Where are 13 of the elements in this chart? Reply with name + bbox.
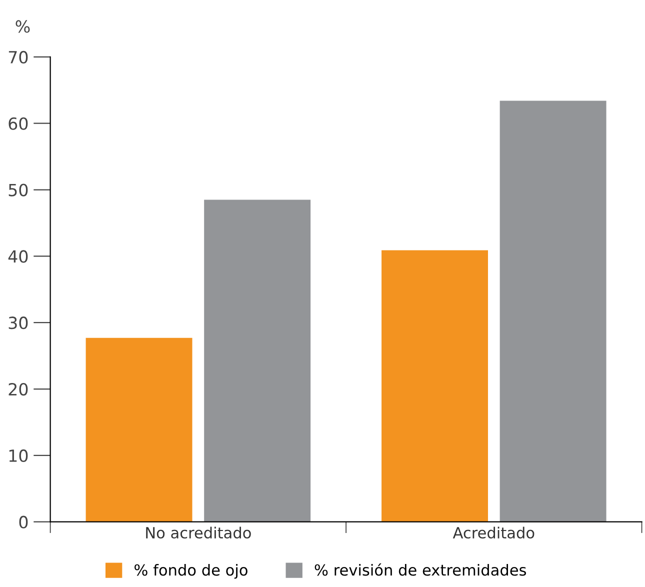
y-tick-label: 30 [8,316,28,330]
y-tick-label: 60 [8,117,28,130]
y-tick-label: 10 [9,449,28,462]
legend-label: % fondo de ojo [134,564,248,579]
legend-label: % revisión de extremidades [314,563,526,576]
x-tick-label: No acreditado [146,526,251,539]
y-tick-label: 50 [8,184,28,196]
y-axis-title: % [16,20,30,33]
x-tick-label: Acreditado [452,526,534,539]
y-tick-label: 20 [8,382,28,396]
y-tick-label: 0 [19,516,28,528]
y-tick-label: 70 [8,50,28,64]
y-tick-label: 40 [8,250,28,263]
